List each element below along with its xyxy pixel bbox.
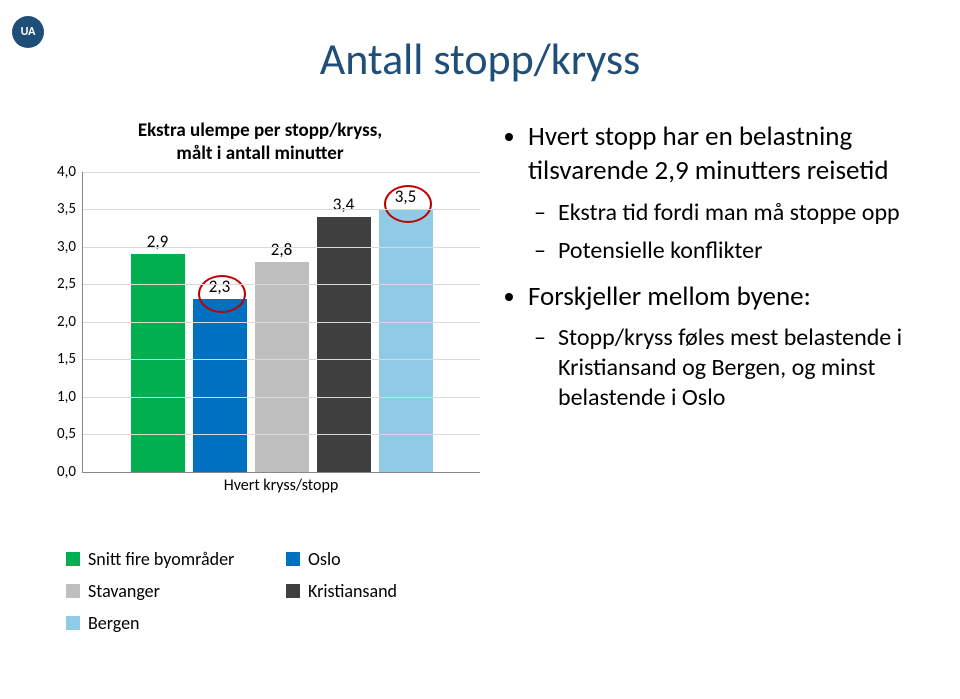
chart-subtitle-line1: Ekstra ulempe per stopp/kryss, <box>138 119 382 142</box>
chart-box: 0,00,51,01,52,02,53,03,54,0 2,92,32,83,4… <box>40 172 480 502</box>
slide: UA Antall stopp/kryss Ekstra ulempe per … <box>0 0 960 699</box>
bar-wrap: 3,4 <box>317 194 371 472</box>
legend-item: Oslo <box>260 548 480 570</box>
bar <box>131 254 185 472</box>
grid-line <box>83 397 480 398</box>
bullet-text: Forskjeller mellom byene: <box>528 280 811 313</box>
legend-swatch <box>66 584 80 598</box>
bar-value-label: 2,9 <box>147 231 168 252</box>
bullet-text: Hvert stopp har en belastning tilsvarend… <box>528 120 889 187</box>
chart-column: Ekstra ulempe per stopp/kryss, målt i an… <box>40 120 480 669</box>
bar-wrap: 2,9 <box>131 231 185 472</box>
legend-label: Stavanger <box>88 580 160 602</box>
sub-bullet-item: Ekstra tid fordi man må stoppe opp <box>558 198 930 228</box>
bullet-item: Hvert stopp har en belastning tilsvarend… <box>528 120 930 266</box>
legend: Snitt fire byområder Oslo Stavanger Kristia… <box>40 548 480 634</box>
legend-swatch <box>286 584 300 598</box>
legend-label: Snitt fire byområder <box>88 548 234 570</box>
y-tick-label: 4,0 <box>57 163 76 181</box>
legend-item: Bergen <box>40 612 260 634</box>
grid-line <box>83 247 480 248</box>
bar <box>255 262 309 472</box>
y-tick-label: 2,5 <box>57 275 76 293</box>
bullet-list: Hvert stopp har en belastning tilsvarend… <box>500 120 930 413</box>
y-axis: 0,00,51,01,52,02,53,03,54,0 <box>40 172 82 472</box>
legend-label: Kristiansand <box>308 580 397 602</box>
grid-line <box>83 209 480 210</box>
sub-bullet-list: Ekstra tid fordi man må stoppe opp Potens… <box>528 198 930 266</box>
legend-swatch <box>286 552 300 566</box>
grid-line <box>83 172 480 173</box>
legend-item: Snitt fire byområder <box>40 548 260 570</box>
grid-line <box>83 359 480 360</box>
y-tick-label: 2,0 <box>57 313 76 331</box>
highlight-ring <box>198 275 246 313</box>
bar-value-label: 2,8 <box>271 239 292 260</box>
sub-bullet-item: Potensielle konflikter <box>558 236 930 266</box>
grid-line <box>83 322 480 323</box>
bar-value-label: 3,4 <box>333 194 354 215</box>
legend-swatch <box>66 552 80 566</box>
legend-item: Stavanger <box>40 580 260 602</box>
legend-label: Oslo <box>308 548 341 570</box>
x-axis-label: Hvert kryss/stopp <box>82 476 480 495</box>
grid-line <box>83 284 480 285</box>
chart-subtitle: Ekstra ulempe per stopp/kryss, målt i an… <box>40 120 480 166</box>
y-tick-label: 3,0 <box>57 238 76 256</box>
highlight-ring <box>384 185 432 223</box>
y-tick-label: 1,0 <box>57 388 76 406</box>
plot-area: 2,9 2,3 2,8 3,4 3,5 <box>82 172 480 473</box>
y-tick-label: 3,5 <box>57 200 76 218</box>
chart-subtitle-line2: målt i antall minutter <box>176 142 343 165</box>
legend-item: Kristiansand <box>260 580 480 602</box>
content-row: Ekstra ulempe per stopp/kryss, målt i an… <box>40 120 930 669</box>
legend-label: Bergen <box>88 612 140 634</box>
y-tick-label: 0,5 <box>57 425 76 443</box>
bullet-item: Forskjeller mellom byene: Stopp/kryss føl… <box>528 280 930 414</box>
bar-wrap: 3,5 <box>379 186 433 472</box>
sub-bullet-list: Stopp/kryss føles mest belastende i Kris… <box>528 323 930 413</box>
grid-line <box>83 434 480 435</box>
sub-bullet-item: Stopp/kryss føles mest belastende i Kris… <box>558 323 930 413</box>
bar-wrap: 2,3 <box>193 276 247 472</box>
bar-wrap: 2,8 <box>255 239 309 472</box>
bullets-column: Hvert stopp har en belastning tilsvarend… <box>480 120 930 669</box>
legend-swatch <box>66 616 80 630</box>
bar <box>193 299 247 472</box>
page-title: Antall stopp/kryss <box>0 32 960 86</box>
y-tick-label: 0,0 <box>57 463 76 481</box>
y-tick-label: 1,5 <box>57 350 76 368</box>
bar <box>379 209 433 472</box>
